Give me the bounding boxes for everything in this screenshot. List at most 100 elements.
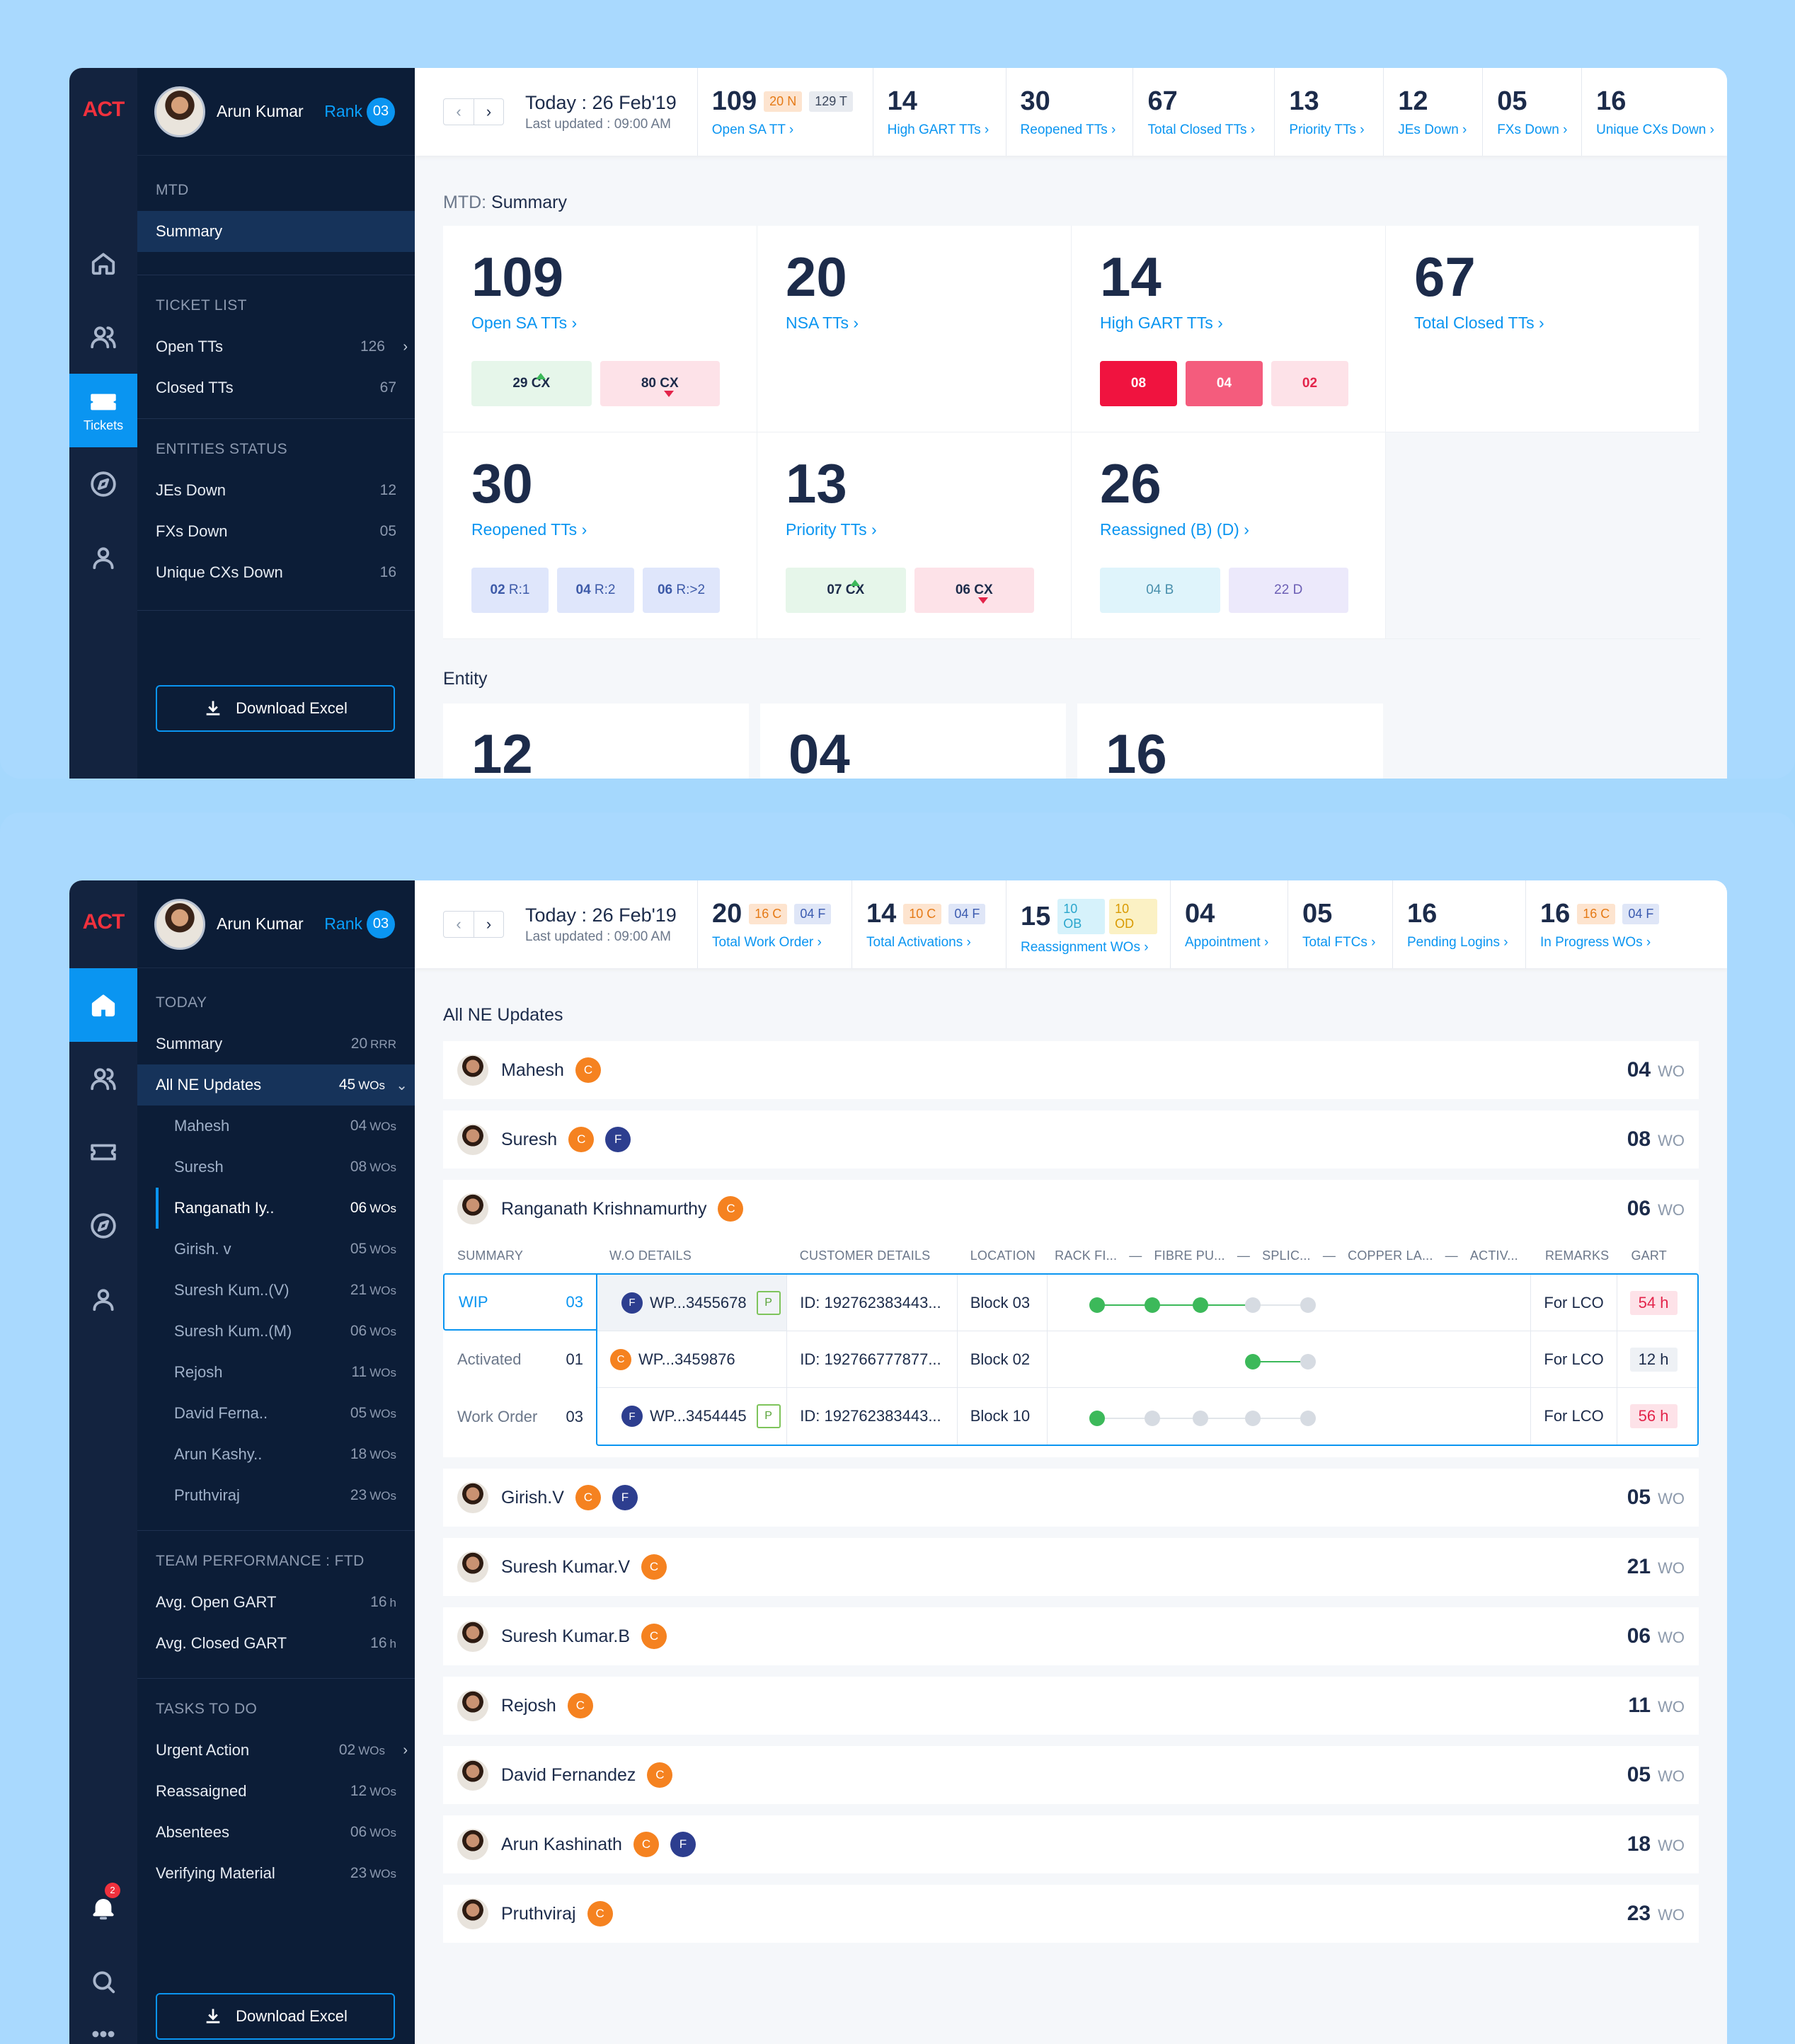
search-icon[interactable] [69,1945,137,2019]
kpi-jes-down[interactable]: 12 JEs Down › [1384,68,1484,156]
ne-row[interactable]: Suresh Kumar.V C 21 WO [443,1538,1699,1596]
sidebar-item-avg-closed-gart[interactable]: Avg. Closed GART 16 h [137,1623,415,1664]
sidebar-item-avg-open-gart[interactable]: Avg. Open GART 16 h [137,1582,415,1623]
sidebar-item-member[interactable]: Suresh Kum..(V) 21 WOs [137,1270,415,1311]
sidebar-item-fxs-down[interactable]: FXs Down 05 [137,511,415,552]
sidebar-item-summary[interactable]: Summary [137,211,415,252]
card-link[interactable]: Open SA TTs › [471,314,578,332]
kpi-unique-cxs[interactable]: 16 Unique CXs Down › [1596,86,1714,137]
entity-card[interactable]: 12 [443,704,749,779]
chip-r1[interactable]: 02 R:1 [471,568,549,613]
table-row[interactable]: F WP...3454445 P ID: 192762383443... Block 1… [597,1388,1697,1445]
sidebar-item-all-ne-updates[interactable]: All NE Updates 45 WOs ⌄ [137,1064,415,1106]
kpi-total-ftcs[interactable]: 05 Total FTCs › [1288,880,1393,968]
ne-row[interactable]: Rejosh C 11 WO [443,1677,1699,1735]
sidebar-item-jes-down[interactable]: JEs Down 12 [137,470,415,511]
ne-row[interactable]: Girish.V C F 05 WO [443,1469,1699,1527]
team-icon[interactable] [69,300,137,374]
kpi-fxs-down[interactable]: 05 FXs Down › [1483,68,1583,156]
home-icon[interactable] [69,968,137,1042]
avatar[interactable] [154,898,205,950]
kpi-total-work-order[interactable]: 20 16 C 04 F Total Work Order › [698,880,852,968]
compass-icon[interactable] [69,447,137,521]
summary-filter[interactable]: Activated 01 [443,1331,597,1388]
wo-cell[interactable]: C WP...3459876 [597,1331,788,1387]
sidebar-item-member[interactable]: Suresh Kum..(M) 06 WOs [137,1311,415,1352]
ne-row[interactable]: Pruthviraj C 23 WO [443,1885,1699,1943]
sidebar-item-member[interactable]: Mahesh 04 WOs [137,1106,415,1147]
table-row[interactable]: F WP...3455678 P ID: 192762383443... Block 0… [597,1275,1697,1331]
summary-filter[interactable]: WIP 03 [443,1273,597,1331]
bell-icon[interactable]: 2 [69,1871,137,1945]
sidebar-item-task[interactable]: Verifying Material 23 WOs [137,1853,415,1894]
card-link[interactable]: NSA TTs › [786,314,859,332]
compass-icon[interactable] [69,1189,137,1263]
tickets-icon[interactable] [69,1115,137,1189]
sidebar-item-member[interactable]: Suresh 08 WOs [137,1147,415,1188]
next-arrow-icon[interactable]: › [474,99,503,125]
entity-card[interactable]: 16 [1077,704,1383,779]
chip-cx-down[interactable]: 80 CX [600,361,720,406]
summary-filter[interactable]: Work Order 03 [443,1388,597,1445]
chip-cx-up[interactable]: 29 CX [471,361,592,406]
chip-cx-up[interactable]: 07 CX [786,568,906,613]
prev-arrow-icon[interactable]: ‹ [456,103,461,120]
ne-row[interactable]: Arun Kashinath C F 18 WO [443,1815,1699,1873]
sidebar-item-task[interactable]: Absentees 06 WOs [137,1812,415,1853]
card-link[interactable]: Total Closed TTs › [1414,314,1544,332]
chip-b[interactable]: 04 B [1100,568,1220,613]
kpi-reassignment-wos[interactable]: 15 10 OB 10 OD Reassignment WOs › [1007,880,1171,968]
sidebar-item-member[interactable]: David Ferna.. 05 WOs [137,1393,415,1434]
tickets-icon[interactable]: Tickets [69,374,137,447]
table-row[interactable]: C WP...3459876 ID: 192766777877... Block 02… [597,1331,1697,1388]
kpi-open-sa-tt[interactable]: 109 20 N 129 T Open SA TT › [698,68,873,156]
kpi-total-activations[interactable]: 14 10 C 04 F Total Activations › [852,880,1007,968]
sidebar-item-task[interactable]: Reassaigned 12 WOs [137,1771,415,1812]
sidebar-item-member[interactable]: Arun Kashy.. 18 WOs [137,1434,415,1475]
chip-cx-down[interactable]: 06 CX [914,568,1034,613]
ne-row[interactable]: David Fernandez C 05 WO [443,1746,1699,1804]
avatar[interactable] [154,86,205,137]
card-link[interactable]: Reopened TTs › [471,520,587,539]
sidebar-item-closed-tts[interactable]: Closed TTs 67 [137,367,415,408]
kpi-high-gart[interactable]: 14 High GART TTs › [873,68,1007,156]
kpi-total-closed[interactable]: 67 Total Closed TTs › [1133,68,1275,156]
download-excel-button[interactable]: Download Excel [156,685,395,732]
card-link[interactable]: High GART TTs › [1100,314,1223,332]
sidebar-item-member[interactable]: Rejosh 11 WOs [137,1352,415,1393]
kpi-priority[interactable]: 13 Priority TTs › [1275,68,1384,156]
chip-high[interactable]: 08 [1100,361,1177,406]
card-link[interactable]: Reassigned (B) (D) › [1100,520,1249,539]
sidebar-item-unique-cxs-down[interactable]: Unique CXs Down 16 [137,552,415,593]
sidebar-item-member[interactable]: Girish. v 05 WOs [137,1229,415,1270]
sidebar-item-summary[interactable]: Summary 20 RRR [137,1023,415,1064]
ne-row[interactable]: Ranganath Krishnamurthy C 06 WO [443,1180,1699,1238]
chip-low[interactable]: 02 [1271,361,1348,406]
more-icon[interactable] [69,2006,137,2044]
sidebar-item-member[interactable]: Pruthviraj 23 WOs [137,1475,415,1516]
sidebar-item-task[interactable]: Urgent Action 02 WOs › [137,1730,415,1771]
user-icon[interactable] [69,1263,137,1336]
kpi-in-progress-wos[interactable]: 16 16 C 04 F In Progress WOs › [1526,880,1672,968]
chip-r2[interactable]: 04 R:2 [557,568,634,613]
chip-mid[interactable]: 04 [1186,361,1263,406]
ne-row[interactable]: Suresh Kumar.B C 06 WO [443,1607,1699,1665]
card-link[interactable]: Priority TTs › [786,520,877,539]
team-icon[interactable] [69,1042,137,1115]
user-icon[interactable] [69,521,137,595]
kpi-appointment[interactable]: 04 Appointment › [1171,880,1288,968]
ne-row[interactable]: Mahesh C 04 WO [443,1041,1699,1099]
entity-card[interactable]: 04 [760,704,1066,779]
home-icon[interactable] [69,226,137,300]
kpi-reopened[interactable]: 30 Reopened TTs › [1007,68,1134,156]
ne-row[interactable]: Suresh C F 08 WO [443,1110,1699,1169]
kpi-pending-logins[interactable]: 16 Pending Logins › [1393,880,1526,968]
sidebar-item-member[interactable]: Ranganath Iy.. 06 WOs [137,1188,415,1229]
wo-cell[interactable]: F WP...3455678 P [597,1275,788,1331]
chip-d[interactable]: 22 D [1228,568,1348,613]
prev-arrow-icon[interactable]: ‹ [456,915,461,933]
wo-cell[interactable]: F WP...3454445 P [597,1388,788,1445]
chip-r3[interactable]: 06 R:>2 [643,568,720,613]
next-arrow-icon[interactable]: › [474,912,503,937]
download-excel-button[interactable]: Download Excel [156,1993,395,2040]
